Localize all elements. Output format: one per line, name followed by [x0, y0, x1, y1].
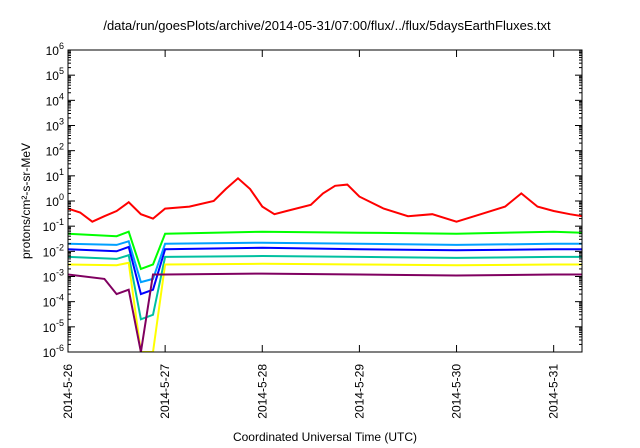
y-tick-label: 10-4: [43, 293, 64, 310]
x-axis: 2014-5-26 2014-5-27 2014-5-28 2014-5-29 2014…: [61, 50, 561, 419]
y-tick-label: 101: [46, 167, 64, 184]
y-tick-label: 102: [46, 142, 64, 159]
y-tick-label: 10-1: [43, 217, 64, 234]
x-axis-label: Coordinated Universal Time (UTC): [233, 430, 417, 444]
y-tick-label: 10-3: [43, 268, 64, 285]
x-tick-label: 2014-5-30: [450, 364, 464, 419]
chart-title: /data/run/goesPlots/archive/2014-05-31/0…: [103, 18, 551, 33]
y-tick-label: 10-2: [43, 242, 64, 259]
series-line-2: [68, 230, 582, 271]
y-tick-label: 104: [46, 91, 64, 108]
y-tick-label: 105: [46, 66, 64, 83]
x-tick-label: 2014-5-26: [61, 364, 75, 419]
series-line-4: [68, 245, 582, 296]
series-layer: [68, 176, 582, 352]
x-tick-label: 2014-5-29: [352, 364, 366, 419]
x-tick-label: 2014-5-31: [547, 364, 561, 419]
x-tick-label: 2014-5-28: [255, 364, 269, 419]
y-tick-label: 100: [46, 192, 64, 209]
y-tick-label: 10-6: [43, 343, 64, 360]
y-tick-label: 103: [46, 117, 64, 134]
y-tick-label: 106: [46, 41, 64, 58]
series-line-3: [68, 240, 582, 284]
y-axis: 10-6 10-5 10-4 10-3 10-2 10-1 100 101 102 103 104 1…: [43, 41, 582, 360]
plot-frame: [67, 49, 583, 353]
y-tick-label: 10-5: [43, 318, 64, 335]
x-tick-label: 2014-5-27: [158, 364, 172, 419]
series-line-7: [68, 272, 582, 352]
y-axis-label: protons/cm²-s-sr-MeV: [19, 143, 33, 259]
series-line-5: [68, 253, 582, 321]
series-line-6: [68, 261, 582, 352]
series-line-1: [68, 176, 582, 223]
